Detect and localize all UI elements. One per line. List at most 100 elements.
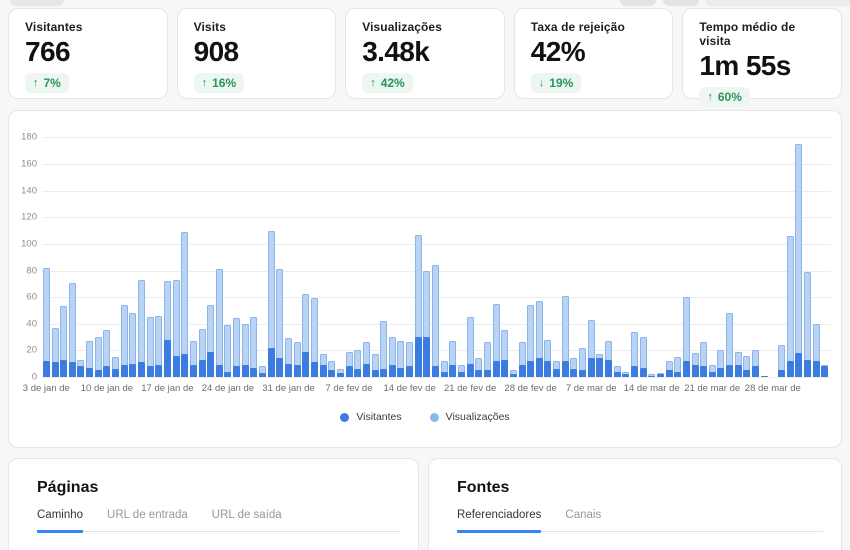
x-axis-tick-label: 14 de mar de: [623, 383, 680, 394]
x-axis-tick-label: 21 de mar de: [684, 383, 741, 394]
toolbar-control-partial[interactable]: [705, 0, 850, 6]
stat-card-visitantes[interactable]: Visitantes 766 ↑ 7%: [8, 8, 168, 99]
visitors-bar: [803, 359, 811, 377]
views-bar: [475, 358, 483, 377]
views-bar: [561, 295, 569, 377]
legend-dot-icon: [340, 412, 350, 422]
views-bar: [639, 337, 647, 377]
visitors-bar: [630, 366, 638, 377]
visitors-bar: [138, 362, 145, 377]
y-axis-tick-label: 160: [21, 158, 37, 170]
visitors-bar: [241, 365, 249, 377]
toolbar-button-partial[interactable]: [663, 0, 699, 6]
views-bar: [397, 341, 405, 377]
trend-percent: 7%: [43, 76, 61, 91]
views-bar: [752, 350, 759, 377]
tab-referenciadores[interactable]: Referenciadores: [457, 509, 542, 533]
tab-url-saida[interactable]: URL de saída: [211, 509, 282, 521]
stat-card-visits[interactable]: Visits 908 ↑ 16%: [176, 8, 337, 99]
views-bar: [155, 315, 163, 377]
views-bar: [648, 374, 656, 377]
y-axis-tick-label: 120: [21, 211, 37, 223]
views-bar: [492, 303, 500, 377]
fontes-tabs: Referenciadores Canais: [457, 509, 823, 533]
x-axis-tick-label: 14 de fev de: [383, 383, 436, 394]
gridline: [42, 217, 831, 219]
y-axis-tick-label: 20: [26, 344, 37, 356]
visitors-bar: [423, 337, 431, 377]
visitors-bar: [440, 371, 448, 377]
visitors-bar: [726, 365, 733, 377]
visitors-bar: [112, 369, 119, 377]
visitors-bar: [812, 361, 820, 377]
views-bar: [777, 345, 785, 377]
gridline: [42, 243, 831, 245]
visitors-bar: [518, 365, 526, 377]
views-bar: [259, 366, 266, 377]
arrow-up-icon: ↑: [33, 77, 39, 90]
views-bar: [726, 313, 733, 377]
visitors-bar: [795, 353, 803, 377]
views-bar: [786, 235, 794, 377]
visitors-bar: [103, 366, 111, 377]
visitors-bar: [752, 366, 759, 377]
visitors-bar: [293, 365, 301, 377]
trend-percent: 42%: [380, 76, 405, 91]
legend-item-visualizacoes[interactable]: Visualizações: [429, 411, 510, 423]
visitors-bar: [483, 370, 491, 377]
stat-value: 1m 55s: [699, 50, 791, 81]
x-axis-tick-label: 31 de jan de: [262, 383, 315, 394]
y-axis-tick-label: 180: [21, 131, 37, 143]
stat-value: 908: [193, 36, 240, 67]
x-axis-tick-label: 10 de jan de: [80, 383, 134, 394]
stat-card-visualizacoes[interactable]: Visualizações 3.48k ↑ 42%: [345, 8, 505, 99]
fontes-panel: Fontes Referenciadores Canais: [428, 458, 842, 550]
stat-card-tempo-medio[interactable]: Tempo médio de visita 1m 55s ↑ 60%: [682, 8, 842, 108]
views-bar: [267, 230, 275, 377]
views-bar: [803, 271, 811, 377]
views-bar: [181, 231, 189, 377]
stat-label: Taxa de rejeição: [530, 20, 625, 34]
views-bar: [293, 342, 301, 377]
tab-canais[interactable]: Canais: [565, 509, 602, 521]
views-bar: [362, 342, 370, 377]
stat-label: Visualizações: [362, 20, 442, 34]
toolbar-button-partial[interactable]: [10, 0, 64, 6]
visitors-bar: [648, 375, 656, 377]
visitors-bar: [553, 369, 561, 377]
visitors-bar: [172, 355, 180, 377]
views-bar: [457, 365, 465, 377]
chart-legend: Visitantes Visualizações: [9, 411, 841, 423]
trend-badge: ↑ 42%: [362, 73, 413, 94]
views-bar: [605, 341, 612, 377]
visitors-bar: [302, 351, 310, 377]
toolbar-button-partial[interactable]: [620, 0, 656, 6]
visitors-bar: [656, 374, 664, 377]
views-bar: [570, 358, 578, 377]
views-bar: [285, 338, 292, 377]
trend-percent: 19%: [549, 76, 574, 91]
views-bar: [812, 323, 820, 377]
visitors-bar: [509, 374, 517, 377]
tab-url-entrada[interactable]: URL de entrada: [107, 509, 188, 521]
visitors-bar: [388, 365, 396, 377]
trend-badge: ↑ 7%: [25, 73, 69, 94]
visitors-bar: [587, 358, 595, 377]
visitors-bar: [535, 358, 543, 377]
views-bar: [68, 282, 76, 377]
legend-item-visitantes[interactable]: Visitantes: [340, 411, 402, 423]
visitors-bar: [570, 369, 578, 377]
visitors-bar: [561, 361, 569, 377]
views-bar: [120, 305, 128, 377]
arrow-up-icon: ↑: [707, 91, 713, 104]
views-bar: [146, 317, 154, 377]
views-bar: [432, 265, 439, 377]
visitors-bar: [94, 370, 102, 377]
visitors-bar: [717, 367, 725, 377]
visitors-bar: [60, 359, 68, 377]
visitors-bar: [285, 363, 292, 377]
tab-caminho[interactable]: Caminho: [37, 509, 84, 533]
stat-card-taxa-rejeicao[interactable]: Taxa de rejeição 42% ↓ 19%: [513, 8, 674, 99]
views-bar: [94, 337, 102, 377]
visitors-bar: [380, 369, 388, 377]
